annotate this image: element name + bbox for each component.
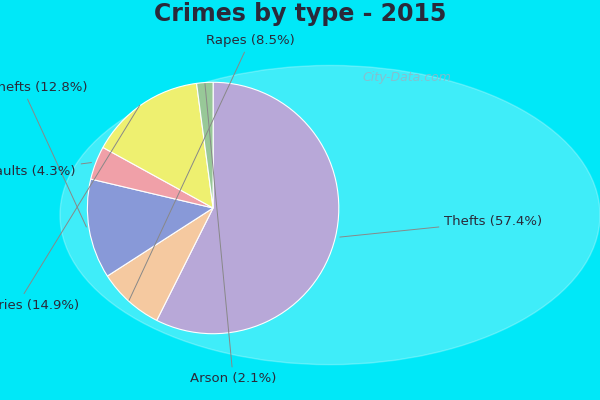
Text: Arson (2.1%): Arson (2.1%)	[190, 84, 277, 386]
Wedge shape	[88, 179, 213, 276]
Text: Auto thefts (12.8%): Auto thefts (12.8%)	[0, 81, 88, 227]
Text: Assaults (4.3%): Assaults (4.3%)	[0, 162, 91, 178]
Wedge shape	[91, 148, 213, 208]
Wedge shape	[103, 83, 213, 208]
Text: Thefts (57.4%): Thefts (57.4%)	[340, 215, 542, 237]
Text: Crimes by type - 2015: Crimes by type - 2015	[154, 2, 446, 26]
Text: City-Data.com: City-Data.com	[362, 70, 451, 84]
Wedge shape	[157, 82, 339, 334]
Wedge shape	[107, 208, 213, 320]
Wedge shape	[197, 82, 213, 208]
Text: Burglaries (14.9%): Burglaries (14.9%)	[0, 105, 140, 312]
Text: Rapes (8.5%): Rapes (8.5%)	[129, 34, 295, 300]
Ellipse shape	[60, 66, 600, 365]
